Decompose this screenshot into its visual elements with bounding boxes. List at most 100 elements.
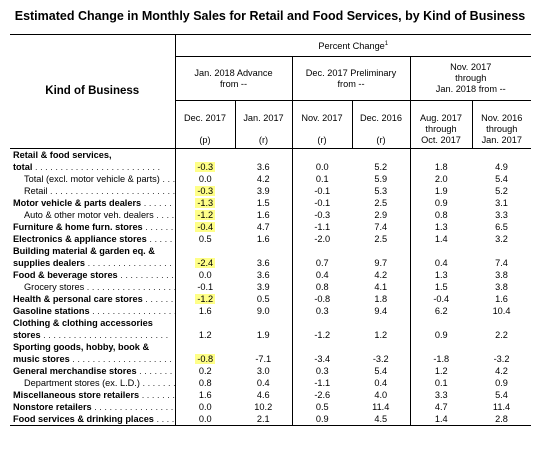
cell-value: 3.6 <box>256 258 270 268</box>
cell-value: 2.0 <box>434 174 448 184</box>
kind-of-business-header: Kind of Business <box>10 34 176 149</box>
cell-value: 4.2 <box>374 270 388 280</box>
table-cell: 6.5 <box>472 221 531 233</box>
cell-value: 7.4 <box>495 258 508 268</box>
table-row: Nonstore retailers . . . . . . . . . . .… <box>10 401 531 413</box>
cell-value: 0.0 <box>198 402 212 412</box>
highlighted-value: -2.4 <box>195 258 216 268</box>
cell-value: -0.8 <box>314 294 331 304</box>
cell-value: 3.6 <box>256 162 270 172</box>
table-cell: 5.2 <box>352 148 411 173</box>
table-cell: 4.9 <box>472 149 531 174</box>
table-cell: 1.8 <box>352 293 411 305</box>
table-cell: 3.9 <box>235 185 293 197</box>
table-row: Gasoline stations . . . . . . . . . . . … <box>10 305 531 317</box>
cell-value: 0.2 <box>198 366 212 376</box>
row-label: Food & beverage stores . . . . . . . . .… <box>10 269 176 281</box>
column-header: Jan. 2017 (r) <box>235 100 293 149</box>
row-label-line: Department stores (ex. L.D.) <box>24 378 140 388</box>
column-header: Aug. 2017 through Oct. 2017 <box>410 100 473 149</box>
column-header-line: Nov. 2016 <box>481 113 523 123</box>
cell-value: 2.2 <box>495 330 508 340</box>
table-cell: 1.5 <box>410 281 472 293</box>
dot-leaders: . . . . . . . . . . . . . . . . . . . . … <box>120 270 174 280</box>
cell-value: 0.3 <box>315 306 329 316</box>
cell-value: 0.8 <box>315 282 329 292</box>
table-cell: 4.2 <box>235 173 293 185</box>
cell-value: 1.6 <box>198 306 212 316</box>
table-cell: 4.2 <box>472 365 531 377</box>
group-header-line: Dec. 2017 Preliminary <box>305 67 397 78</box>
table-cell: -0.4 <box>410 293 472 305</box>
table-title: Estimated Change in Monthly Sales for Re… <box>14 9 526 23</box>
table-cell: 4.7 <box>235 221 293 233</box>
table-row: Total (excl. motor vehicle & parts) . . … <box>10 173 531 185</box>
table-cell: -7.1 <box>235 341 293 365</box>
table-cell: 0.2 <box>175 365 235 377</box>
cell-value: 0.7 <box>315 258 329 268</box>
table-cell: -3.2 <box>472 341 531 365</box>
table-row: Clothing & clothing accessories stores . … <box>10 317 531 341</box>
cell-value: 7.4 <box>374 222 388 232</box>
row-label-line: Building material & garden eq. & <box>13 246 155 256</box>
table-cell: 1.2 <box>352 317 411 341</box>
table-cell: 0.3 <box>292 365 352 377</box>
row-label-line: Clothing & clothing accessories <box>13 318 153 328</box>
cell-value: -1.1 <box>314 378 331 388</box>
cell-value: 5.2 <box>374 162 388 172</box>
dot-leaders: . . . . . . . . . . . . . . . . . . . . … <box>142 378 174 388</box>
dot-leaders: . . . . . . . . . . . . . . . . . . . . … <box>72 354 174 364</box>
column-header-line: through <box>425 124 457 134</box>
cell-value: 4.0 <box>374 390 388 400</box>
table-cell: -1.1 <box>292 221 352 233</box>
table-cell: 0.3 <box>292 305 352 317</box>
cell-value: 0.1 <box>315 174 329 184</box>
cell-value: -3.2 <box>493 354 510 364</box>
highlighted-value: -0.8 <box>195 354 216 364</box>
dot-leaders: . . . . . . . . . . . . . . . . . . . . … <box>47 186 175 196</box>
column-header-line: Jan. 2017 <box>481 135 522 145</box>
cell-value: 1.2 <box>434 366 448 376</box>
table-cell: 1.6 <box>472 293 531 305</box>
table-cell: -1.2 <box>175 209 235 221</box>
table-cell: -2.0 <box>292 233 352 245</box>
cell-value: 11.4 <box>372 402 390 412</box>
cell-value: -2.0 <box>314 234 331 244</box>
row-label-line: Furniture & home furn. stores <box>13 222 143 232</box>
table-cell: 0.4 <box>410 245 472 269</box>
cell-value: -1.1 <box>314 222 331 232</box>
cell-value: -0.1 <box>314 198 331 208</box>
table-cell: 9.0 <box>235 305 293 317</box>
table-cell: 0.4 <box>235 377 293 389</box>
cell-value: 4.5 <box>374 414 388 424</box>
row-label: General merchandise stores . . . . . . .… <box>10 365 176 377</box>
column-header: Dec. 2016 (r) <box>352 100 411 149</box>
cell-value: 0.9 <box>315 414 329 424</box>
cell-value: 4.2 <box>256 174 270 184</box>
cell-value: 0.8 <box>434 210 448 220</box>
table-row: Sporting goods, hobby, book & music store… <box>10 341 531 365</box>
row-label-line: Miscellaneous store retailers <box>13 390 140 400</box>
table-cell: -1.3 <box>175 197 235 209</box>
table-cell: 1.2 <box>410 365 472 377</box>
cell-value: 10.4 <box>492 306 511 316</box>
table-cell: 1.9 <box>410 185 472 197</box>
group-header-line: from -- <box>219 78 248 89</box>
row-label-line: General merchandise stores <box>13 366 137 376</box>
table-cell: 7.4 <box>472 245 531 269</box>
cell-value: 3.3 <box>495 210 508 220</box>
table-row: Grocery stores . . . . . . . . . . . . .… <box>10 281 531 293</box>
table-cell: -1.8 <box>410 341 472 365</box>
table-cell: 3.8 <box>472 281 531 293</box>
column-header-line <box>262 124 265 134</box>
table-cell: -1.2 <box>292 317 352 341</box>
table-cell: 5.4 <box>472 389 531 401</box>
table-cell: 2.8 <box>472 413 532 426</box>
row-label-line: Total (excl. motor vehicle & parts) <box>24 174 160 184</box>
row-label-line: Nonstore retailers <box>13 402 92 412</box>
table-cell: 3.6 <box>235 245 293 269</box>
table-cell: 0.8 <box>410 209 472 221</box>
table-cell: 5.2 <box>472 185 531 197</box>
table-cell: 2.0 <box>410 173 472 185</box>
table-row: Furniture & home furn. stores . . . . . … <box>10 221 531 233</box>
